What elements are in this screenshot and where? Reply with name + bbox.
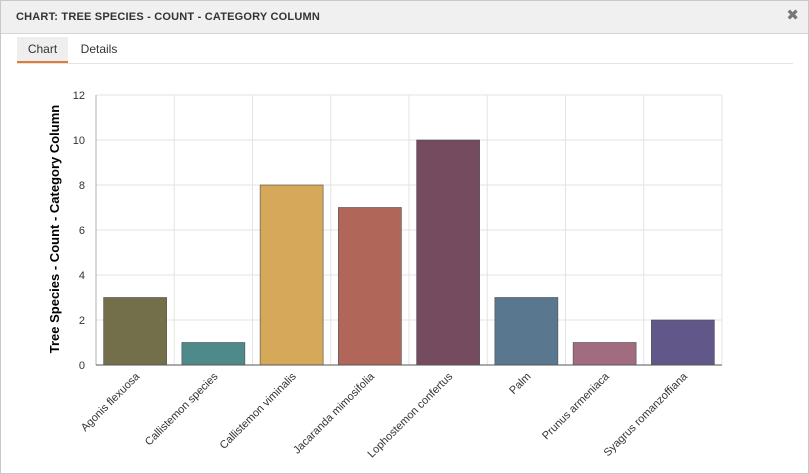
x-tick-label: Lophostemon confertus xyxy=(365,370,455,460)
y-tick-label: 10 xyxy=(73,135,85,147)
bar[interactable] xyxy=(103,297,167,366)
bar[interactable] xyxy=(259,184,324,366)
bar[interactable] xyxy=(572,342,637,366)
y-axis-label: Tree Species - Count - Category Column xyxy=(47,105,62,354)
tab-details[interactable]: Details xyxy=(80,42,118,56)
x-tick-label: Syagrus romanzoffiana xyxy=(602,370,691,459)
window-title: CHART: TREE SPECIES - COUNT - CATEGORY C… xyxy=(16,11,320,23)
tab-bar: Chart Details xyxy=(17,37,793,64)
y-tick-label: 4 xyxy=(79,270,85,282)
y-tick-labels: 0 2 4 6 8 10 12 xyxy=(73,90,85,372)
x-tick-label: Palm xyxy=(507,371,533,397)
bar[interactable] xyxy=(181,342,246,366)
y-tick-label: 12 xyxy=(73,90,85,102)
title-bar: CHART: TREE SPECIES - COUNT - CATEGORY C… xyxy=(1,1,808,34)
y-tick-label: 6 xyxy=(79,225,85,237)
chart-grid xyxy=(95,94,723,366)
close-icon[interactable]: ✖ xyxy=(786,7,799,24)
x-tick-label: Prunus armeniaca xyxy=(540,370,612,442)
bar[interactable] xyxy=(338,207,402,366)
bar[interactable] xyxy=(416,139,480,366)
tab-chart[interactable]: Chart xyxy=(17,37,68,63)
chart-axes xyxy=(95,95,722,366)
x-tick-label: Callistemon viminalis xyxy=(218,370,299,451)
bar[interactable] xyxy=(494,297,559,366)
y-tick-label: 0 xyxy=(79,360,85,372)
x-tick-label: Agonis flexuosa xyxy=(79,370,143,434)
y-tick-label: 2 xyxy=(79,315,85,327)
chart-bars xyxy=(103,139,715,366)
bar[interactable] xyxy=(651,319,715,366)
x-tick-label: Jacaranda mimosifolia xyxy=(291,370,377,456)
x-tick-labels: Agonis flexuosa Callistemon speciesCallis… xyxy=(79,370,691,460)
x-tick-label: Callistemon species xyxy=(143,370,221,448)
y-tick-label: 8 xyxy=(79,180,85,192)
